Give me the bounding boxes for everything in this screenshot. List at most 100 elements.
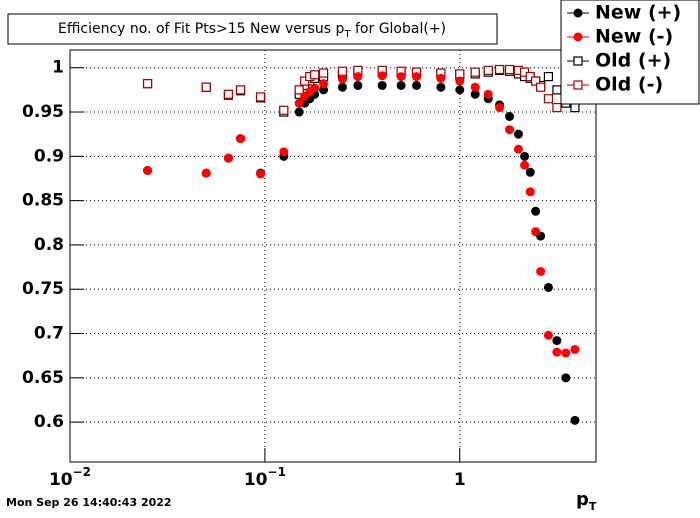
point <box>505 125 515 135</box>
legend-marker <box>573 32 583 42</box>
point <box>561 373 571 383</box>
y-tick-label: 0.7 <box>34 324 64 344</box>
point <box>310 70 320 80</box>
point <box>552 85 562 95</box>
point <box>223 153 233 163</box>
y-tick-label: 0.95 <box>22 102 64 122</box>
point <box>412 80 422 90</box>
point <box>505 111 515 121</box>
point <box>570 415 580 425</box>
point <box>353 72 363 82</box>
point <box>552 336 562 346</box>
point <box>570 344 580 354</box>
point <box>495 103 505 113</box>
point <box>318 68 329 78</box>
point <box>483 89 493 99</box>
point <box>310 83 320 93</box>
point <box>531 206 541 216</box>
point <box>279 147 289 157</box>
point <box>377 80 387 90</box>
point <box>455 76 465 86</box>
x-axis-label: pT <box>576 489 597 513</box>
legend-label: Old (-) <box>595 74 663 96</box>
point <box>236 134 246 144</box>
point <box>470 82 480 92</box>
point <box>143 165 153 175</box>
point <box>396 80 406 90</box>
x-tick-base: 10 <box>49 470 73 490</box>
point <box>470 67 480 77</box>
legend-marker <box>573 8 583 18</box>
point <box>520 151 530 161</box>
point <box>256 169 266 179</box>
point <box>294 98 304 108</box>
point <box>543 71 554 82</box>
point <box>337 74 347 84</box>
y-tick-label: 0.65 <box>22 368 64 388</box>
point <box>201 82 211 92</box>
point <box>337 66 348 76</box>
point <box>470 89 480 99</box>
y-tick-label: 0.8 <box>34 235 64 255</box>
point <box>377 71 387 81</box>
point <box>319 85 329 95</box>
point <box>319 79 329 89</box>
point <box>513 144 523 154</box>
y-tick-label: 0.9 <box>34 146 64 166</box>
point <box>279 105 289 115</box>
legend-label: New (+) <box>595 2 681 24</box>
point <box>531 227 541 237</box>
point <box>525 167 535 177</box>
legend-box <box>560 0 700 105</box>
point <box>552 102 562 113</box>
legend-label: Old (+) <box>595 50 671 72</box>
y-tick-label: 0.75 <box>22 279 64 299</box>
y-tick-label: 0.6 <box>34 412 64 432</box>
title-sub: T <box>343 29 351 40</box>
chart-title: Efficiency no. of Fit Pts>15 New versus … <box>58 21 446 40</box>
point <box>337 82 347 92</box>
legend: New (+)New (-)Old (+)Old (-) <box>560 0 700 105</box>
title-text: for Global(+) <box>351 21 446 37</box>
point <box>235 85 246 95</box>
x-tick-label: 10−1 <box>244 465 286 491</box>
point <box>552 347 562 357</box>
title-text: Efficiency no. of Fit Pts>15 New versus … <box>58 21 345 37</box>
legend-marker <box>573 80 583 90</box>
x-label-sub: T <box>589 500 597 513</box>
point <box>455 85 465 95</box>
x-tick-label: 10−2 <box>49 465 91 491</box>
point <box>494 64 505 75</box>
point <box>543 94 554 104</box>
point <box>436 82 446 92</box>
point <box>142 79 153 89</box>
point <box>531 76 541 86</box>
point <box>223 89 234 99</box>
x-tick-base: 10 <box>244 470 268 490</box>
point <box>412 72 422 82</box>
timestamp: Mon Sep 26 14:40:43 2022 <box>6 496 172 509</box>
point <box>294 85 304 95</box>
x-tick-label: 1 <box>454 470 466 490</box>
point <box>483 65 493 75</box>
title-box <box>7 13 498 45</box>
point <box>520 160 530 170</box>
point <box>513 129 523 139</box>
point <box>543 330 553 340</box>
point <box>436 73 446 83</box>
y-tick-label: 1 <box>52 58 64 78</box>
legend-marker <box>573 56 583 66</box>
point <box>570 102 580 113</box>
x-tick-exponent: −2 <box>73 465 91 479</box>
plot-frame <box>69 49 597 463</box>
point <box>353 80 363 90</box>
point <box>536 267 546 277</box>
point <box>255 92 266 102</box>
x-label-text: p <box>576 489 589 510</box>
point <box>543 282 553 292</box>
plot-area <box>70 50 596 462</box>
point <box>504 64 515 75</box>
point <box>561 348 571 358</box>
